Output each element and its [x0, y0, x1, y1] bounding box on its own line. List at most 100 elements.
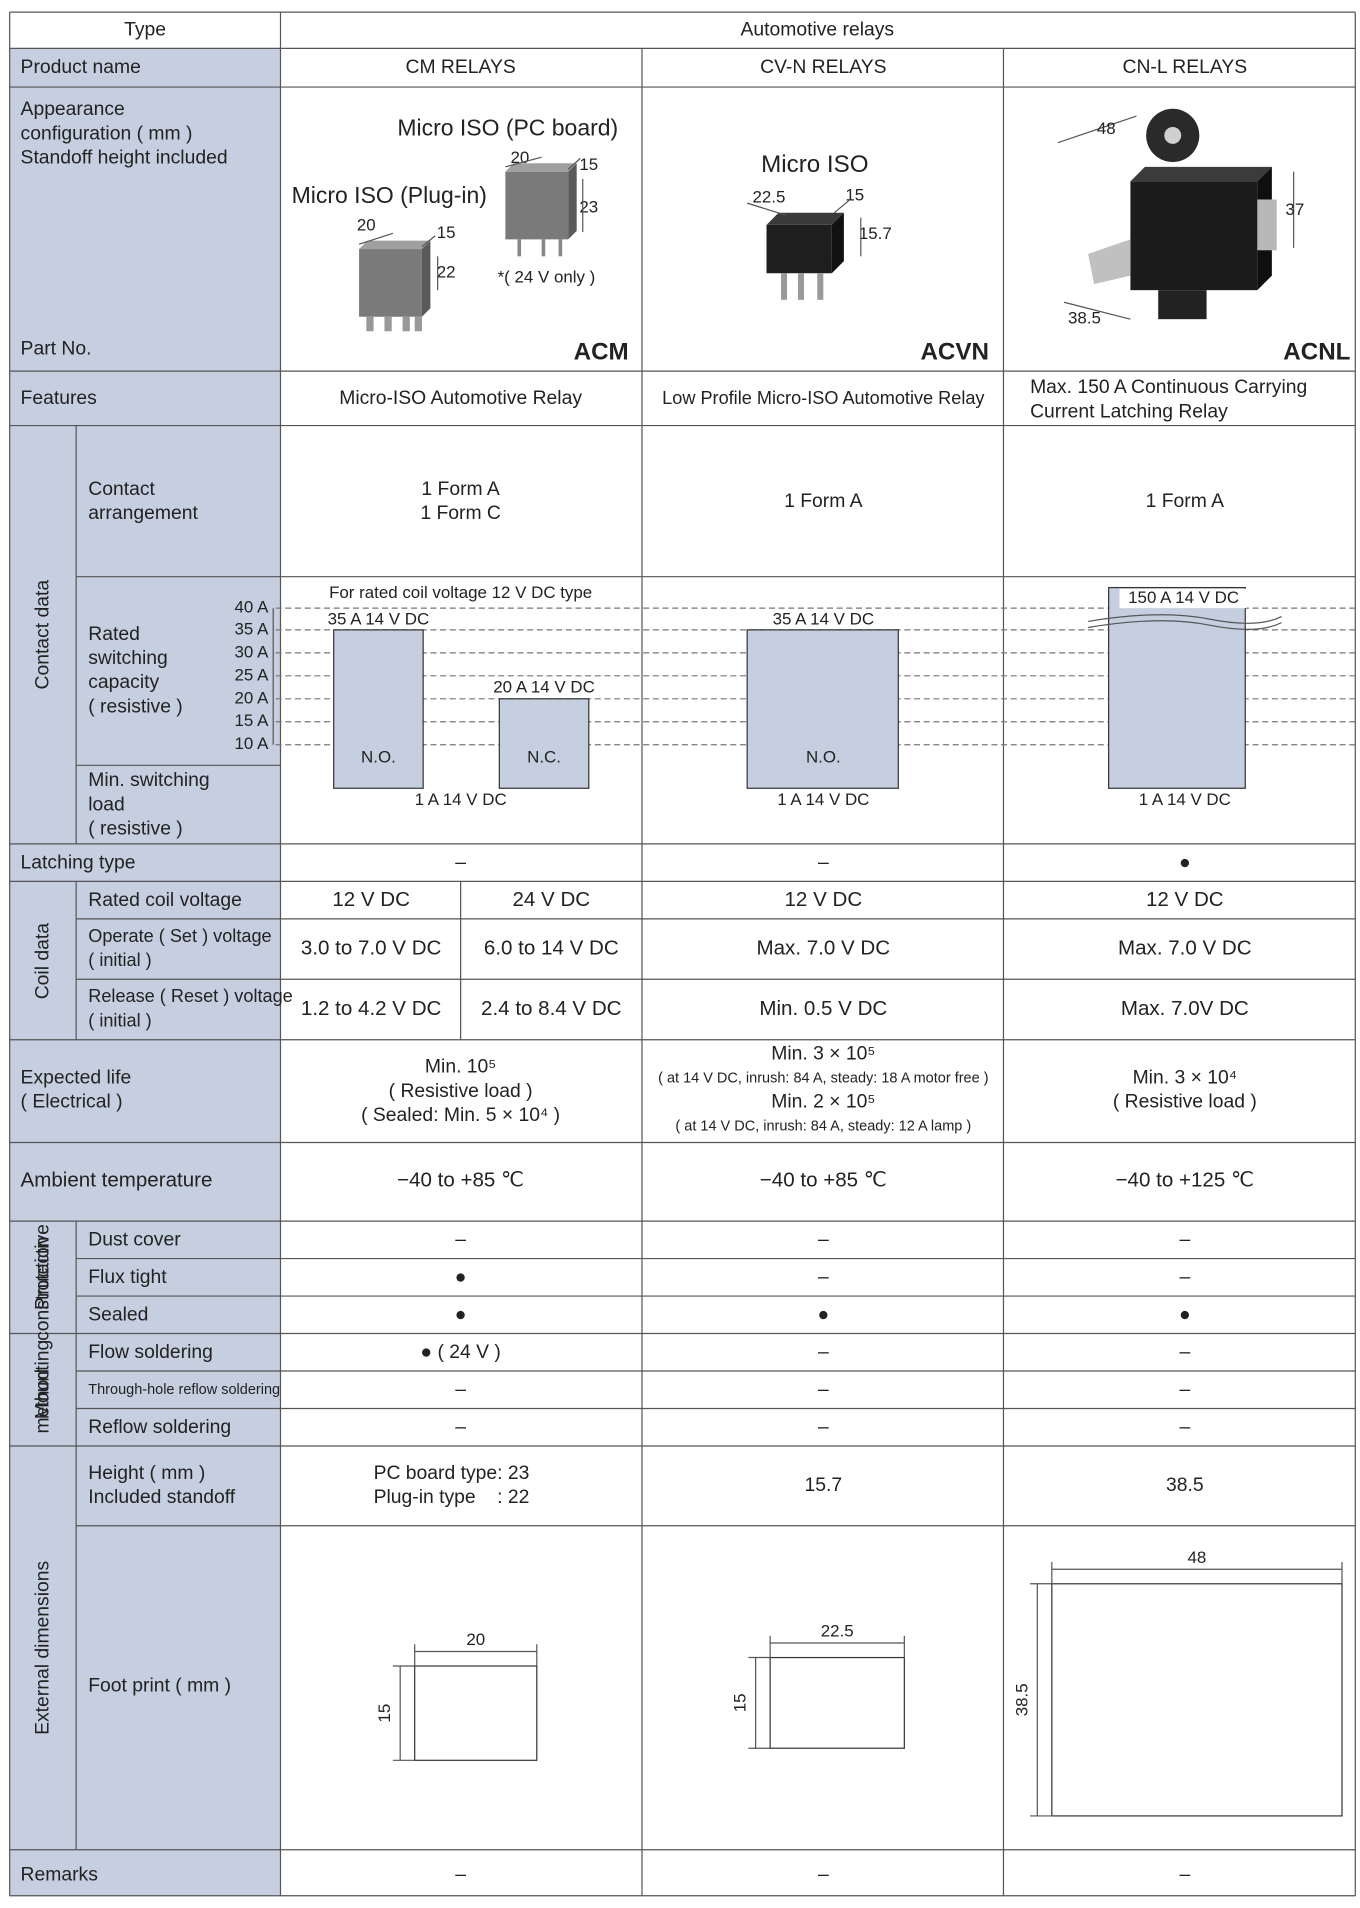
relay-pin — [414, 316, 422, 332]
capacity-tick: 40 A — [235, 598, 270, 617]
cell-text: 6.0 to 14 V DC — [484, 936, 619, 959]
cell-text: Automotive relays — [740, 18, 894, 40]
cell-text: CN-L RELAYS — [1123, 56, 1248, 78]
cell-text: Part No. — [21, 338, 92, 360]
cell-text: Contact data — [32, 580, 54, 690]
cell-text: Through-hole reflow soldering — [88, 1382, 280, 1398]
cell-text: 22 — [437, 263, 456, 282]
cell-text: ( at 14 V DC, inrush: 84 A, steady: 18 A… — [658, 1070, 988, 1086]
cell-text: 35 A 14 V DC — [328, 610, 430, 629]
cell-text: 12 V DC — [332, 888, 410, 911]
cell-text: 1 Form A — [1146, 490, 1225, 512]
cell-text: CV-N RELAYS — [760, 56, 886, 78]
cell-text: Latching type — [21, 851, 136, 873]
capacity-bar — [1108, 586, 1246, 789]
cell-text: 1 A 14 V DC — [415, 790, 507, 809]
cell-text: ● — [1179, 851, 1191, 873]
cell-text: Min. 0.5 V DC — [759, 997, 887, 1020]
relay-body — [359, 249, 422, 317]
cell-text: ( Sealed: Min. 5 × 10⁴ ) — [361, 1104, 560, 1126]
cell-text: – — [818, 1229, 829, 1251]
cell-text: Coil data — [32, 923, 54, 1000]
relay-top — [766, 212, 844, 225]
cell-text: 20 A 14 V DC — [493, 677, 595, 696]
cell-text: Operate ( Set ) voltage — [88, 926, 271, 946]
dimension-line — [833, 200, 850, 214]
cell-text: Height ( mm ) — [88, 1462, 205, 1484]
cell-text: 1 Form A — [784, 490, 863, 512]
terminal-tab — [1257, 199, 1277, 251]
cell-text: ● — [1179, 1304, 1191, 1326]
cell-text: Mounting — [32, 1340, 54, 1420]
cell-text: 48 — [1097, 119, 1116, 138]
cell-text: Type — [124, 18, 166, 40]
cell-text: 38.5 — [1166, 1474, 1204, 1496]
relay-top — [359, 240, 431, 250]
cell-text: Ambient temperature — [21, 1169, 213, 1192]
relay-body — [766, 224, 832, 274]
cell-text: 3.0 to 7.0 V DC — [301, 936, 442, 959]
capacity-tick: 20 A — [235, 688, 270, 707]
cell-text: Micro ISO — [761, 151, 868, 178]
cell-text: – — [1179, 1229, 1190, 1251]
cell-text: 22.5 — [821, 1622, 854, 1641]
cell-text: ● ( 24 V ) — [420, 1341, 500, 1363]
cell-text: arrangement — [88, 502, 198, 524]
cell-text: – — [818, 1863, 829, 1885]
cell-text: Plug-in type : 22 — [374, 1486, 530, 1508]
footprint-outline — [414, 1665, 538, 1761]
cell-text: – — [818, 1378, 829, 1400]
cell-text: 20 — [357, 216, 376, 235]
cell-text: Contact — [88, 478, 155, 500]
cell-text: Protective — [32, 1224, 54, 1310]
cell-text: Included standoff — [88, 1486, 235, 1508]
cell-text: – — [455, 851, 466, 873]
cell-text: Min. 3 × 10⁵ — [771, 1042, 875, 1064]
terminal-hole — [1164, 126, 1182, 144]
relay-body — [1130, 181, 1258, 291]
dimension-line — [567, 157, 581, 170]
cell-text: Min. 10⁵ — [425, 1056, 496, 1078]
cell-text: 15 — [579, 155, 598, 174]
relay-pin — [781, 273, 788, 300]
relay-top — [505, 163, 577, 172]
cell-text: ACM — [574, 338, 629, 365]
cell-text: 12 V DC — [785, 888, 863, 911]
cell-text: Min. 2 × 10⁵ — [771, 1091, 875, 1113]
cell-text: 150 A 14 V DC — [1128, 588, 1239, 607]
dimension-line — [746, 202, 787, 216]
cell-text: Micro-ISO Automotive Relay — [339, 387, 582, 409]
cell-text: Max. 7.0 V DC — [757, 936, 891, 959]
cell-text: 37 — [1285, 200, 1304, 219]
cell-text: Dust cover — [88, 1229, 181, 1251]
cell-text: Flow soldering — [88, 1341, 213, 1363]
footprint-outline — [769, 1656, 905, 1749]
relay-side — [568, 163, 577, 240]
relay-pin — [366, 316, 374, 332]
cell-text: ( Electrical ) — [21, 1091, 123, 1113]
relay-pin — [797, 273, 804, 300]
cell-text: N.O. — [806, 748, 841, 767]
cell-text: ( resistive ) — [88, 817, 183, 839]
cell-text: For rated coil voltage 12 V DC type — [329, 583, 592, 602]
relay-pin — [402, 316, 410, 332]
table-body: Type Automotive relays Product name CM RELA… — [9, 11, 1356, 1897]
capacity-tick: 10 A — [235, 734, 270, 753]
cell-text: Features — [21, 387, 97, 409]
cell-text: ACVN — [920, 338, 989, 365]
capacity-bar — [333, 629, 424, 789]
cell-text: ( resistive ) — [88, 695, 183, 717]
dimension-line — [1057, 115, 1137, 144]
cell-text: – — [818, 851, 829, 873]
cell-text: 1 A 14 V DC — [777, 790, 869, 809]
terminal-tab — [1088, 239, 1131, 285]
cell-text: construction — [32, 1237, 54, 1341]
cell-text: 15 — [845, 185, 864, 204]
cell-text: Max. 7.0 V DC — [1118, 936, 1252, 959]
cell-text: – — [1179, 1266, 1190, 1288]
cell-text: 1 Form C — [420, 502, 501, 524]
relay-side — [421, 240, 431, 317]
cell-text: 15.7 — [859, 224, 892, 243]
cell-text: Min. switching — [88, 769, 209, 791]
